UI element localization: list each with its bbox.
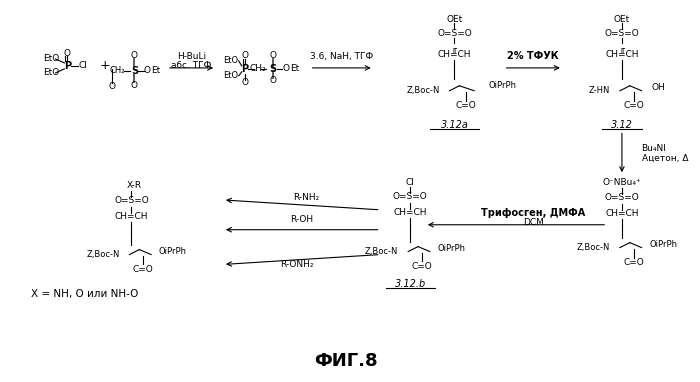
Text: EtO: EtO: [223, 71, 238, 80]
Text: P: P: [241, 64, 248, 74]
Text: O: O: [144, 66, 150, 75]
Text: EtO: EtO: [43, 68, 59, 78]
Text: O: O: [131, 52, 138, 60]
Text: CH=CH: CH=CH: [115, 212, 148, 221]
Text: OiPrPh: OiPrPh: [489, 81, 517, 90]
Text: S: S: [131, 66, 138, 76]
Text: X-R: X-R: [127, 181, 142, 189]
Text: 3.6, NaH, ТГФ: 3.6, NaH, ТГФ: [309, 52, 373, 62]
Text: O=S=O: O=S=O: [393, 193, 428, 201]
Text: OEt: OEt: [614, 15, 630, 24]
Text: O=S=O: O=S=O: [605, 29, 639, 38]
Text: CH=CH: CH=CH: [393, 208, 427, 217]
Text: OH: OH: [652, 83, 665, 92]
Text: H-BuLi: H-BuLi: [177, 52, 206, 62]
Text: O: O: [283, 65, 290, 73]
Text: C=O: C=O: [624, 258, 644, 267]
Text: OiPrPh: OiPrPh: [159, 247, 187, 256]
Text: O=S=O: O=S=O: [114, 196, 149, 206]
Text: CH=CH: CH=CH: [606, 50, 638, 60]
Text: CH₂: CH₂: [249, 65, 266, 73]
Text: ФИГ.8: ФИГ.8: [314, 352, 378, 370]
Text: Bu₄NI: Bu₄NI: [642, 144, 666, 153]
Text: C=O: C=O: [456, 101, 477, 110]
Text: O: O: [108, 82, 116, 91]
Text: OiPrPh: OiPrPh: [438, 244, 466, 253]
Text: ‖: ‖: [272, 58, 275, 68]
Text: C=O: C=O: [624, 101, 644, 110]
Text: R-OH: R-OH: [290, 215, 314, 224]
Text: 3.12a: 3.12a: [440, 120, 468, 131]
Text: OEt: OEt: [447, 15, 463, 24]
Text: EtO: EtO: [43, 55, 59, 63]
Text: ‖: ‖: [132, 74, 137, 83]
Text: O: O: [270, 52, 276, 60]
Text: R-NH₂: R-NH₂: [293, 193, 320, 202]
Text: +: +: [99, 60, 110, 73]
Text: Трифосген, ДМФА: Трифосген, ДМФА: [481, 208, 585, 218]
Text: OiPrPh: OiPrPh: [650, 240, 678, 249]
Text: X = NH, O или NH-O: X = NH, O или NH-O: [31, 289, 139, 299]
Text: O: O: [241, 52, 248, 60]
Text: ‖: ‖: [132, 58, 137, 68]
Text: ╓: ╓: [620, 44, 624, 53]
Text: O: O: [64, 49, 71, 58]
Text: Z,Boc-N: Z,Boc-N: [86, 250, 120, 259]
Text: O: O: [241, 78, 248, 87]
Text: 3.12.b: 3.12.b: [395, 279, 426, 289]
Text: Cl: Cl: [78, 62, 88, 70]
Text: DCM: DCM: [523, 218, 544, 227]
Text: O: O: [270, 76, 276, 85]
Text: O⁻NBu₄⁺: O⁻NBu₄⁺: [603, 178, 641, 186]
Text: CH₂: CH₂: [110, 66, 125, 75]
Text: 3.12: 3.12: [611, 120, 633, 131]
Text: R-ONH₂: R-ONH₂: [280, 260, 314, 269]
Text: EtO: EtO: [223, 57, 238, 65]
Text: ‖: ‖: [272, 70, 275, 79]
Text: Et: Et: [290, 65, 300, 73]
Text: Ацетон, Δ: Ацетон, Δ: [642, 154, 688, 163]
Text: Z,Boc-N: Z,Boc-N: [406, 86, 440, 95]
Text: O=S=O: O=S=O: [437, 29, 472, 38]
Text: S: S: [270, 64, 276, 74]
Text: O=S=O: O=S=O: [605, 193, 639, 202]
Text: CH=CH: CH=CH: [606, 209, 638, 219]
Text: абс. ТГФ: абс. ТГФ: [172, 62, 211, 70]
Text: O: O: [131, 81, 138, 90]
Text: Et: Et: [151, 66, 161, 75]
Text: Cl: Cl: [406, 178, 414, 186]
Text: Z,Boc-N: Z,Boc-N: [365, 247, 398, 256]
Text: ╓: ╓: [452, 44, 457, 53]
Text: Z,Boc-N: Z,Boc-N: [577, 243, 610, 252]
Text: CH=CH: CH=CH: [438, 50, 471, 60]
Text: P: P: [64, 61, 71, 71]
Text: C=O: C=O: [133, 265, 153, 274]
Text: C=O: C=O: [412, 262, 433, 271]
Text: 2% ТФУК: 2% ТФУК: [508, 51, 559, 61]
Text: Z-HN: Z-HN: [589, 86, 610, 95]
